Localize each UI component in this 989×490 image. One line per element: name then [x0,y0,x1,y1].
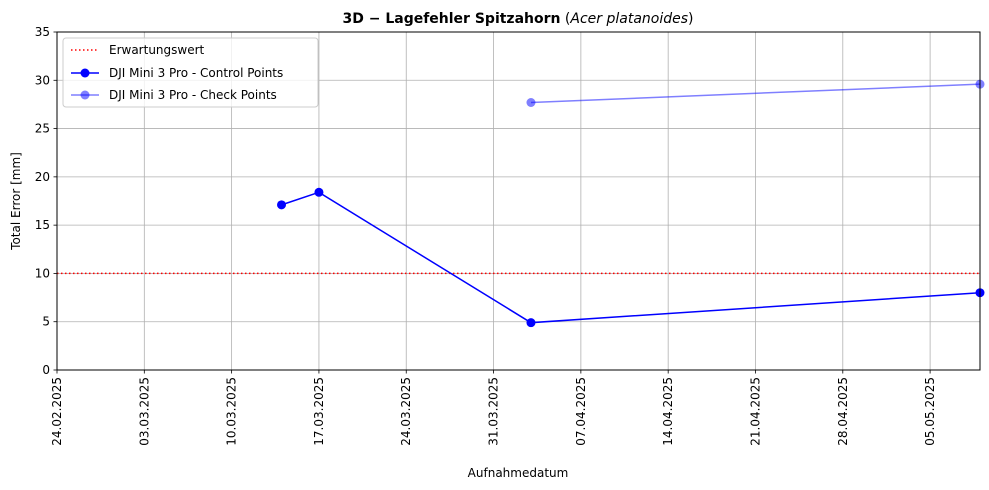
y-tick-label: 30 [35,73,50,87]
data-point-0-1 [314,187,324,197]
legend-label-reference: Erwartungswert [109,43,205,57]
x-tick-label: 21.04.2025 [748,377,762,446]
x-tick-label: 24.03.2025 [399,377,413,446]
chart-title: 3D − Lagefehler Spitzahorn (Acer platano… [342,11,693,27]
y-tick-label: 20 [35,170,50,184]
legend-label-check: DJI Mini 3 Pro - Check Points [109,88,277,102]
series-line-1 [530,83,981,104]
chart-title-main: 3D − Lagefehler Spitzahorn [342,11,560,27]
data-point-0-2 [526,318,536,328]
legend-label-control: DJI Mini 3 Pro - Control Points [109,66,283,80]
y-tick-label: 5 [42,315,50,329]
legend-swatch-check-marker [80,90,90,100]
plot-frame [56,31,981,371]
x-axis-label: Aufnahmedatum [468,466,569,480]
x-tick-label: 03.03.2025 [137,377,151,446]
legend-swatch-control-marker [80,68,90,78]
y-axis-label: Total Error [mm] [9,152,23,251]
legend-box [62,37,319,108]
y-tick-label: 35 [35,25,50,39]
y-tick-label: 25 [35,122,50,136]
x-tick-label: 05.05.2025 [923,377,937,446]
y-tick-label: 0 [42,363,50,377]
x-axis: 24.02.2025 03.03.2025 10.03.2025 17.03.2025… [50,370,937,446]
x-tick-label: 07.04.2025 [574,377,588,446]
x-tick-label: 14.04.2025 [661,377,675,446]
y-tick-label: 10 [35,266,50,280]
series-line-0 [281,191,981,324]
x-tick-label: 28.04.2025 [836,377,850,446]
y-axis: 0 5 10 15 20 25 30 35 [35,25,57,377]
data-point-1-0 [526,97,536,107]
x-tick-label: 31.03.2025 [487,377,501,446]
x-tick-label: 24.02.2025 [50,377,64,446]
y-tick-label: 15 [35,218,50,232]
chart-title-species: Acer platanoides [569,11,688,27]
x-tick-label: 17.03.2025 [312,377,326,446]
legend: Erwartungswert DJI Mini 3 Pro - Control … [62,37,319,108]
data-point-0-0 [277,200,287,210]
x-tick-label: 10.03.2025 [225,377,239,446]
